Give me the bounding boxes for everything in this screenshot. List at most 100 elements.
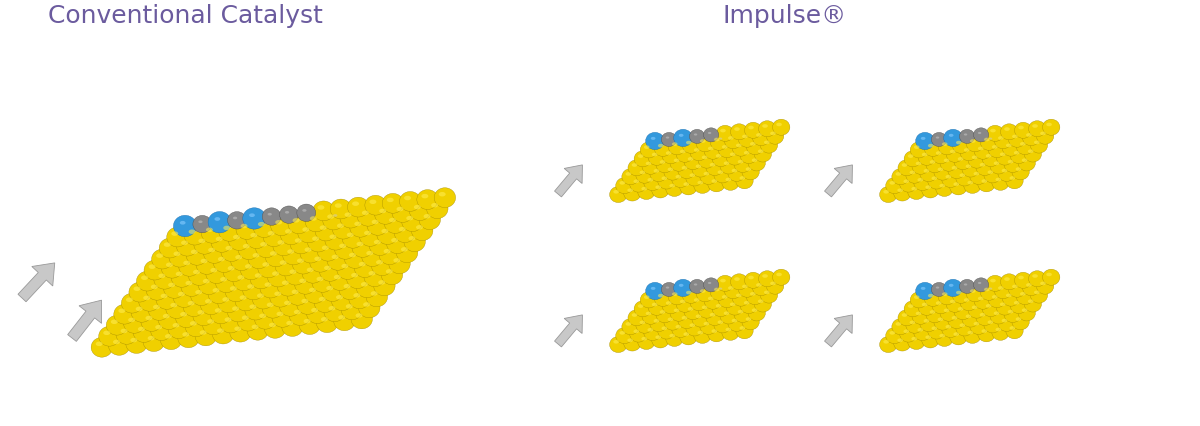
Ellipse shape — [235, 255, 242, 259]
Ellipse shape — [275, 256, 296, 276]
Ellipse shape — [754, 146, 772, 162]
Ellipse shape — [694, 133, 697, 135]
Ellipse shape — [379, 209, 386, 213]
Ellipse shape — [191, 250, 198, 254]
Ellipse shape — [731, 274, 748, 290]
Ellipse shape — [353, 293, 360, 298]
Ellipse shape — [628, 310, 646, 326]
Ellipse shape — [232, 306, 239, 311]
Ellipse shape — [758, 299, 763, 303]
Ellipse shape — [676, 175, 682, 178]
Ellipse shape — [416, 225, 422, 230]
Ellipse shape — [187, 301, 194, 305]
Ellipse shape — [661, 176, 667, 180]
Ellipse shape — [767, 128, 784, 144]
Ellipse shape — [175, 272, 182, 276]
Ellipse shape — [619, 331, 625, 335]
Ellipse shape — [716, 125, 733, 141]
Ellipse shape — [1031, 287, 1048, 303]
Ellipse shape — [998, 286, 1003, 290]
Ellipse shape — [216, 273, 236, 293]
Ellipse shape — [622, 319, 640, 335]
Ellipse shape — [323, 210, 344, 230]
Ellipse shape — [894, 335, 911, 351]
Ellipse shape — [355, 313, 362, 318]
Ellipse shape — [610, 337, 626, 353]
Ellipse shape — [654, 291, 672, 306]
Ellipse shape — [1012, 314, 1030, 330]
Ellipse shape — [956, 136, 972, 151]
Ellipse shape — [714, 288, 720, 291]
Ellipse shape — [334, 275, 341, 279]
Ellipse shape — [928, 173, 946, 189]
Ellipse shape — [914, 295, 919, 299]
Ellipse shape — [934, 164, 952, 180]
Ellipse shape — [637, 334, 655, 349]
Ellipse shape — [616, 328, 634, 344]
Ellipse shape — [154, 305, 160, 309]
Ellipse shape — [666, 331, 683, 346]
Ellipse shape — [704, 143, 721, 159]
Ellipse shape — [427, 199, 448, 219]
Ellipse shape — [694, 283, 697, 285]
Ellipse shape — [224, 317, 232, 322]
Ellipse shape — [263, 208, 281, 225]
Ellipse shape — [958, 157, 964, 161]
Ellipse shape — [984, 138, 990, 141]
Ellipse shape — [280, 206, 299, 223]
Ellipse shape — [973, 278, 989, 292]
Ellipse shape — [696, 314, 701, 318]
Ellipse shape — [697, 181, 703, 184]
Ellipse shape — [131, 338, 137, 343]
Ellipse shape — [1020, 142, 1026, 146]
Ellipse shape — [282, 280, 289, 285]
Ellipse shape — [746, 138, 763, 155]
Ellipse shape — [287, 285, 308, 305]
Ellipse shape — [979, 163, 985, 167]
Ellipse shape — [889, 331, 895, 335]
Ellipse shape — [370, 236, 391, 256]
Ellipse shape — [215, 308, 222, 313]
Ellipse shape — [271, 216, 292, 236]
Ellipse shape — [964, 177, 982, 193]
Ellipse shape — [683, 287, 700, 303]
Ellipse shape — [690, 145, 708, 161]
Ellipse shape — [706, 159, 724, 176]
Ellipse shape — [622, 169, 640, 185]
Ellipse shape — [756, 133, 762, 137]
Ellipse shape — [738, 160, 743, 164]
Ellipse shape — [368, 271, 376, 276]
Ellipse shape — [650, 287, 655, 290]
Ellipse shape — [1040, 282, 1045, 285]
Ellipse shape — [686, 287, 702, 301]
Ellipse shape — [928, 323, 946, 339]
Ellipse shape — [758, 150, 763, 153]
Ellipse shape — [319, 297, 325, 301]
Ellipse shape — [956, 141, 961, 144]
Ellipse shape — [696, 286, 714, 302]
Ellipse shape — [1037, 128, 1054, 144]
Ellipse shape — [964, 148, 970, 152]
Ellipse shape — [174, 215, 197, 237]
Ellipse shape — [972, 305, 978, 309]
Ellipse shape — [898, 310, 916, 326]
Ellipse shape — [173, 288, 194, 308]
Ellipse shape — [169, 247, 191, 267]
Ellipse shape — [990, 158, 1007, 174]
Ellipse shape — [643, 325, 661, 340]
Ellipse shape — [328, 250, 348, 270]
Ellipse shape — [319, 262, 341, 281]
Ellipse shape — [928, 144, 934, 147]
Ellipse shape — [268, 213, 272, 216]
Ellipse shape — [664, 314, 682, 330]
Ellipse shape — [154, 269, 175, 289]
Ellipse shape — [672, 322, 689, 337]
Ellipse shape — [151, 249, 173, 269]
Ellipse shape — [240, 295, 246, 300]
Ellipse shape — [698, 302, 715, 318]
Ellipse shape — [930, 310, 935, 314]
Ellipse shape — [956, 291, 961, 294]
Ellipse shape — [748, 155, 766, 171]
Ellipse shape — [742, 135, 748, 138]
Ellipse shape — [773, 119, 790, 135]
